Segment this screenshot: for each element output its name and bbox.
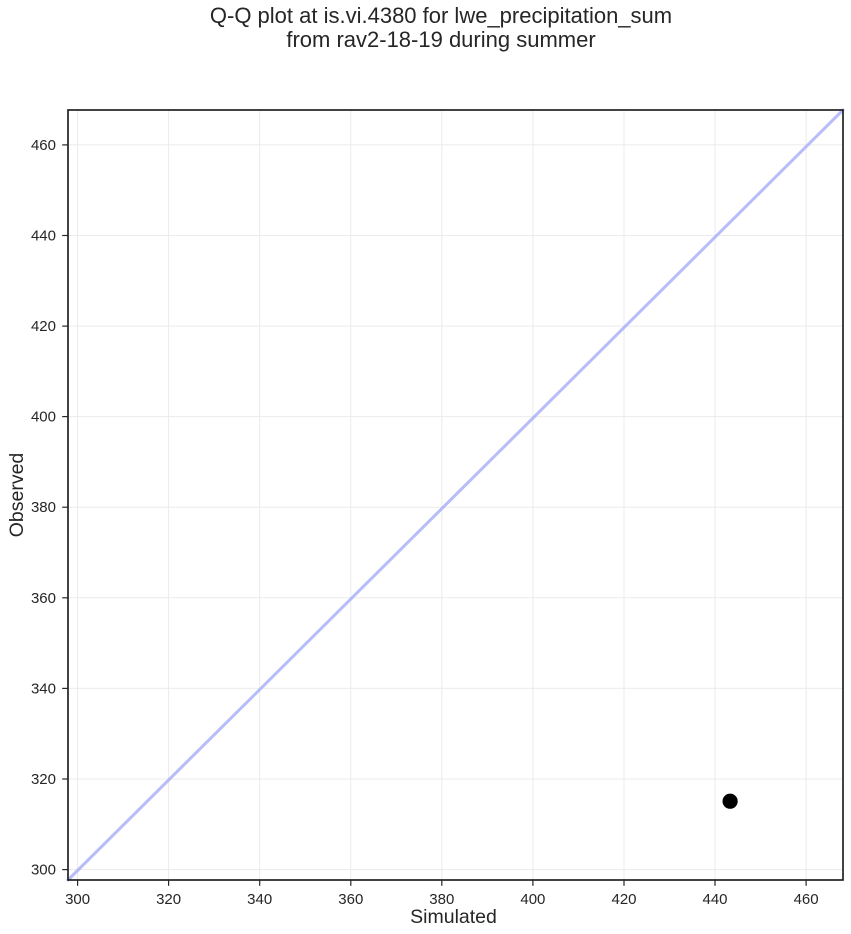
svg-text:340: 340 [247, 891, 272, 908]
svg-text:320: 320 [31, 771, 56, 788]
svg-text:Simulated: Simulated [410, 906, 497, 928]
svg-text:400: 400 [31, 409, 56, 426]
svg-text:300: 300 [31, 862, 56, 879]
svg-text:300: 300 [65, 891, 90, 908]
svg-text:440: 440 [702, 891, 727, 908]
svg-text:Observed: Observed [6, 453, 28, 538]
svg-text:420: 420 [611, 891, 636, 908]
svg-text:400: 400 [520, 891, 545, 908]
svg-text:440: 440 [31, 228, 56, 245]
svg-text:420: 420 [31, 318, 56, 335]
svg-text:360: 360 [31, 590, 56, 607]
svg-text:320: 320 [156, 891, 181, 908]
svg-text:Q-Q plot at is.vi.4380 for lwe: Q-Q plot at is.vi.4380 for lwe_precipita… [210, 3, 672, 28]
svg-text:360: 360 [338, 891, 363, 908]
svg-text:340: 340 [31, 680, 56, 697]
svg-text:from rav2-18-19 during summer: from rav2-18-19 during summer [286, 27, 595, 52]
svg-text:460: 460 [31, 137, 56, 154]
svg-text:380: 380 [31, 499, 56, 516]
svg-text:460: 460 [794, 891, 819, 908]
